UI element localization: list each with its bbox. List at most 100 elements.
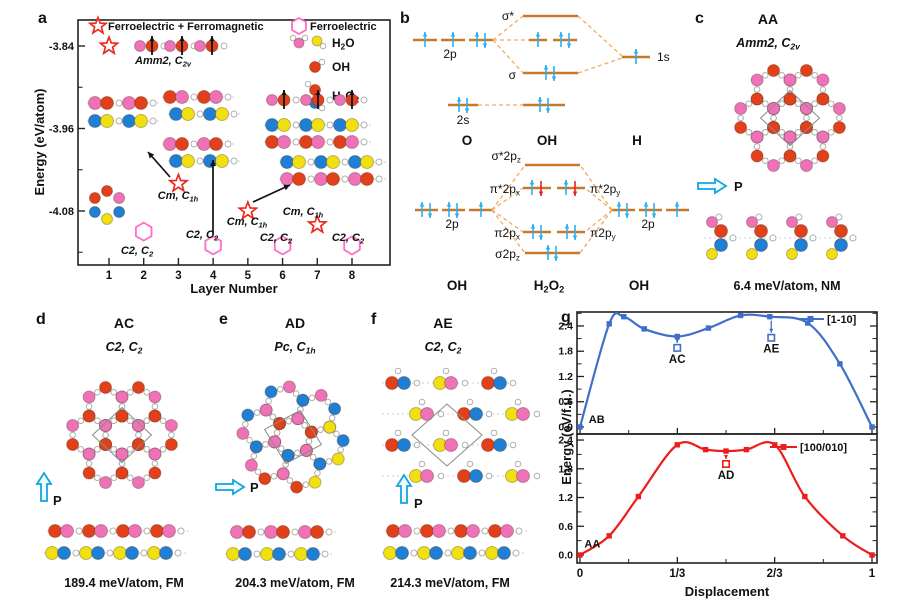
pi-2py-label: π2py	[590, 226, 617, 242]
svg-text:2.4: 2.4	[558, 320, 573, 332]
svg-text:1: 1	[106, 270, 113, 282]
svg-text:1: 1	[869, 568, 876, 580]
panel-b-letter: b	[400, 10, 410, 27]
panel-f-structure-AE: f AE C2, C2 P 214.3 meV/atom, FM	[371, 311, 541, 590]
svg-text:AE: AE	[763, 344, 779, 356]
panel-g-ylabel: Energy (eV/f.u.)	[559, 389, 574, 484]
polarization-arrow-icon	[697, 177, 728, 195]
svg-text:1.2: 1.2	[558, 371, 573, 383]
svg-text:1.2: 1.2	[558, 492, 573, 504]
svg-text:0.6: 0.6	[558, 396, 573, 408]
svg-text:C2, C2: C2, C2	[260, 232, 293, 246]
svg-text:-3.84: -3.84	[49, 41, 75, 53]
panel-a-letter: a	[38, 10, 47, 27]
pi-2px-label: π2px	[494, 226, 520, 242]
sigma-label: σ	[509, 68, 517, 82]
svg-text:-3.96: -3.96	[49, 124, 74, 136]
panel-c-letter: c	[695, 10, 704, 27]
svg-text:0.6: 0.6	[558, 521, 573, 533]
panel-c-symmetry: Amm2, C2v	[735, 36, 801, 52]
panel-e-symmetry: Pc, C1h	[274, 340, 315, 356]
svg-text:AD: AD	[718, 470, 735, 482]
structure-top-view	[382, 367, 541, 483]
structure-top-view	[734, 64, 846, 172]
panel-e-caption: 204.3 meV/atom, FM	[235, 576, 355, 590]
panel-d-title: AC	[114, 315, 134, 331]
svg-text:Cm, C1h: Cm, C1h	[158, 190, 199, 204]
panel-a-ylabel: Energy (eV/atom)	[32, 89, 47, 196]
svg-text:1/3: 1/3	[669, 568, 685, 580]
structure-top-view	[236, 380, 350, 494]
panel-f-p-label: P	[414, 496, 423, 511]
panel-e-p-label: P	[250, 480, 259, 495]
column-h2o2-label: H2O2	[534, 278, 564, 295]
panel-a-legend-label-fe-fm: Ferroelectric + Ferromagnetic	[108, 21, 264, 33]
panel-d-symmetry: C2, C2	[106, 340, 143, 356]
sigma-2pz-label: σ2pz	[495, 247, 520, 263]
svg-text:6: 6	[279, 270, 285, 282]
panel-f-letter: f	[371, 311, 377, 328]
svg-text:C2, C2: C2, C2	[121, 245, 154, 259]
column-o-label: O	[462, 133, 473, 148]
panel-e-letter: e	[219, 311, 228, 328]
panel-a-plot-frame	[77, 19, 391, 266]
panel-f-title: AE	[433, 315, 452, 331]
panel-c-p-label: P	[734, 179, 743, 194]
svg-text:AC: AC	[669, 354, 686, 366]
pi-star-2px-label: π*2px	[490, 182, 520, 198]
structure-side-view	[44, 524, 189, 560]
svg-text:C2, C2: C2, C2	[186, 229, 219, 243]
svg-text:0: 0	[577, 568, 583, 580]
svg-text:2.4: 2.4	[558, 435, 573, 447]
svg-text:-4.08: -4.08	[49, 206, 74, 218]
svg-text:7: 7	[314, 270, 320, 282]
legend-h2o-label: H2O	[332, 36, 355, 52]
legend-1-10-label: [1-10]	[827, 314, 857, 326]
panel-g-neb-energy-chart: g Energy (eV/f.u.) Displacement 0.0 0.6 1.…	[558, 309, 878, 599]
panel-c-title: AA	[758, 11, 778, 27]
svg-text:3: 3	[175, 270, 181, 282]
svg-text:0.0: 0.0	[558, 422, 573, 434]
legend-100-010-label: [100/010]	[800, 442, 847, 454]
panel-f-symmetry: C2, C2	[425, 340, 462, 356]
svg-text:Cm, C1h: Cm, C1h	[283, 206, 324, 220]
panel-a-layer-energy-chart: a Energy (eV/atom) Layer Number -3.84-3.…	[32, 10, 391, 296]
panel-a-data-points: Amm2, C2v Cm, C1h Cm, C1h Cm, C1h C2, C2 C2, …	[98, 34, 365, 259]
panel-a-annotation-arrows	[147, 151, 291, 240]
panel-d-letter: d	[36, 311, 46, 328]
panel-d-structure-AC: d AC C2, C2 P 189.4 meV/atom, FM	[35, 311, 189, 590]
panel-d-p-label: P	[53, 493, 62, 508]
polarization-arrow-icon	[215, 478, 246, 496]
svg-text:8: 8	[349, 270, 356, 282]
o-2p-label: 2p	[443, 47, 457, 61]
svg-text:Amm2, C2v: Amm2, C2v	[134, 55, 192, 69]
h-1s-label: 1s	[657, 50, 670, 64]
oh-right-2p-label: 2p	[641, 217, 655, 231]
panel-b-mo-diagram: b σ* 2p σ 1s 2s O OH H σ*2pz π*2px π*2py…	[400, 9, 689, 295]
panel-e-structure-AD: e AD Pc, C1h P 204.3 meV/atom, FM	[215, 311, 355, 590]
panel-g-letter: g	[561, 309, 571, 326]
svg-text:AB: AB	[589, 414, 605, 426]
panel-d-caption: 189.4 meV/atom, FM	[64, 576, 184, 590]
legend-oh-label: OH	[332, 60, 350, 74]
structure-side-view	[225, 525, 337, 561]
structure-side-view	[382, 524, 527, 560]
oh-left-2p-label: 2p	[445, 217, 459, 231]
svg-text:5: 5	[245, 270, 252, 282]
svg-text:Cm, C1h: Cm, C1h	[227, 216, 268, 230]
o-2s-label: 2s	[457, 113, 470, 127]
neb-plots: 0.0 0.6 1.2 1.8 2.4 AB AC AE 0.0 0.6 1.2 1.8 2.4 AA AD…	[558, 311, 878, 580]
polarization-arrow-icon	[35, 471, 53, 502]
panel-c-structure-AA: c AA Amm2, C2v P 6.4 meV/atom, NM	[695, 10, 857, 293]
column-oh-top-label: OH	[537, 133, 557, 148]
sigma-star-label: σ*	[502, 9, 514, 23]
panel-a-legend-label-fe: Ferroelectric	[310, 21, 377, 33]
svg-text:4: 4	[210, 270, 217, 282]
svg-text:2/3: 2/3	[767, 568, 783, 580]
svg-text:1.8: 1.8	[558, 346, 573, 358]
column-oh-right-label: OH	[629, 278, 649, 293]
panel-a-axis-ticks: -3.84 -3.96 -4.08 1 2 3 4 5 6 7 8	[49, 41, 356, 282]
svg-text:2: 2	[141, 270, 147, 282]
panel-f-caption: 214.3 meV/atom, FM	[390, 576, 510, 590]
